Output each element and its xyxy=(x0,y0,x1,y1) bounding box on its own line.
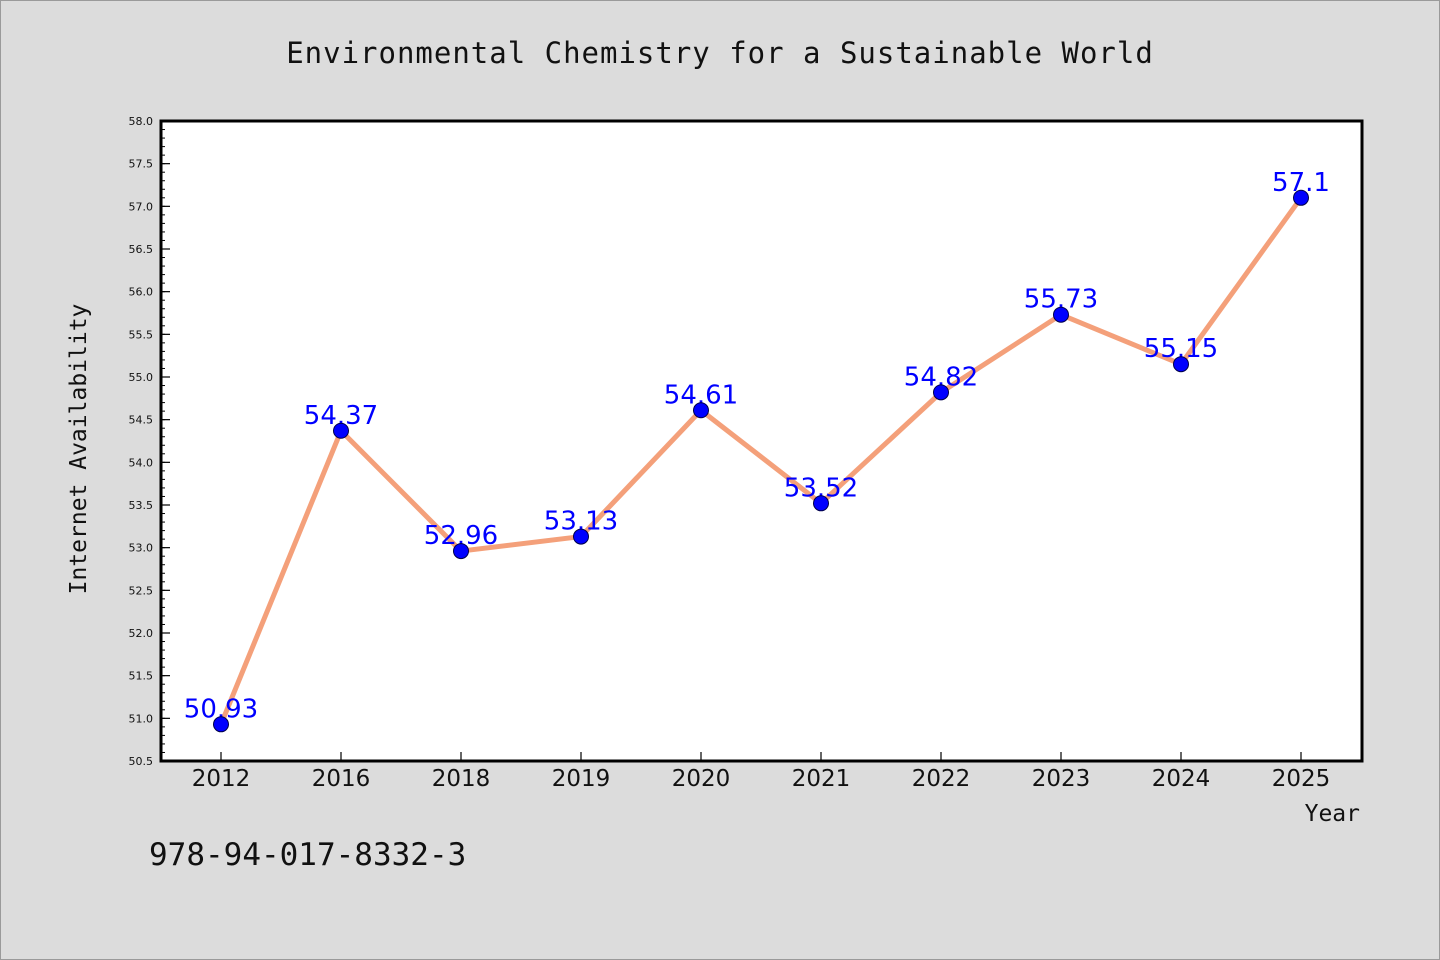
y-tick-label: 54.5 xyxy=(129,414,154,427)
x-tick-label: 2023 xyxy=(1032,766,1091,792)
y-tick-label: 53.0 xyxy=(129,542,154,555)
x-tick-label: 2018 xyxy=(432,766,491,792)
x-tick-label: 2021 xyxy=(792,766,851,792)
y-tick-label: 53.5 xyxy=(129,499,154,512)
data-point xyxy=(933,384,949,401)
y-tick-label: 57.5 xyxy=(129,158,154,171)
y-axis: 50.5 51.0 51.5 52.0 52.5 53.0 53.5 54.0 54.5 55.0… xyxy=(129,115,170,768)
y-tick-label: 52.5 xyxy=(129,584,154,597)
y-tick-label: 56.5 xyxy=(129,243,154,256)
data-point xyxy=(1173,356,1189,373)
y-tick-label: 51.5 xyxy=(129,670,154,683)
y-tick-label: 58.0 xyxy=(129,115,154,128)
y-tick-label: 52.0 xyxy=(129,627,154,640)
x-tick-label: 2012 xyxy=(192,766,251,792)
data-point xyxy=(213,716,229,733)
x-axis: 2012 2016 2018 2019 2020 2021 2022 2023 2024 2025 xyxy=(192,752,1331,792)
y-tick-label: 50.5 xyxy=(129,755,154,768)
y-tick-label: 54.0 xyxy=(129,456,154,469)
x-tick-label: 2025 xyxy=(1272,766,1331,792)
data-point xyxy=(333,422,349,439)
y-tick-label: 56.0 xyxy=(129,286,154,299)
data-point xyxy=(813,495,829,512)
data-point xyxy=(573,528,589,545)
y-tick-label: 57.0 xyxy=(129,200,154,213)
plot-area xyxy=(159,119,1364,763)
x-tick-label: 2024 xyxy=(1152,766,1211,792)
x-tick-label: 2020 xyxy=(672,766,731,792)
y-axis-title: Internet Availability xyxy=(66,304,92,595)
x-axis-title: Year xyxy=(1305,801,1360,827)
x-tick-label: 2016 xyxy=(312,766,371,792)
x-tick-label: 2022 xyxy=(912,766,971,792)
y-tick-label: 55.0 xyxy=(129,371,154,384)
y-tick-label: 55.5 xyxy=(129,328,154,341)
isbn-text: 978-94-017-8332-3 xyxy=(149,837,466,873)
chart-title: Environmental Chemistry for a Sustainabl… xyxy=(286,36,1154,70)
data-point xyxy=(453,543,469,560)
data-point xyxy=(693,402,709,419)
y-tick-label: 51.0 xyxy=(129,712,154,725)
x-tick-label: 2019 xyxy=(552,766,611,792)
data-point xyxy=(1293,189,1309,206)
series-line xyxy=(218,195,1304,727)
data-point xyxy=(1053,306,1069,323)
data-markers xyxy=(213,189,1309,733)
